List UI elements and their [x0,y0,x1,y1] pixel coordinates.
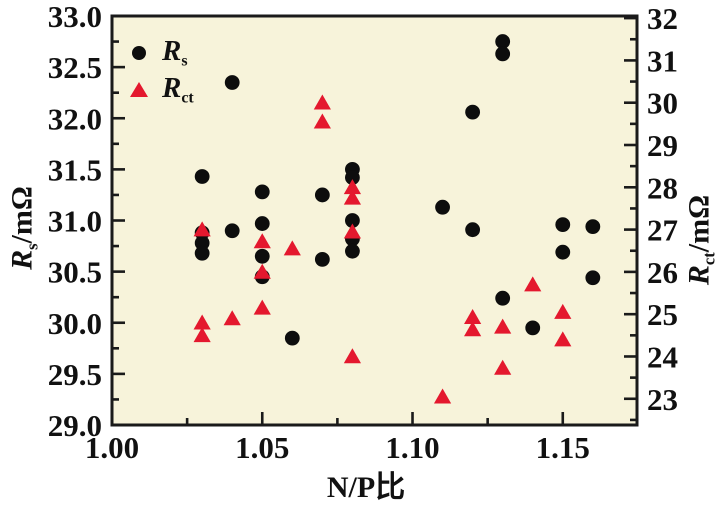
data-point-rct [343,179,362,195]
right-tick-label: 30 [647,86,678,121]
data-point-rs [585,219,601,235]
data-point-rs [465,222,481,238]
right-axis-symbol: R [682,265,716,286]
legend-label-rs: Rs [162,34,188,70]
data-point-rs [254,248,270,264]
data-point-rs [435,199,450,215]
right-tick-label: 28 [647,170,678,205]
data-point-rs [495,34,511,49]
data-point-rs [555,217,571,232]
data-point-rs [314,187,330,203]
left-tick-label: 29.0 [48,408,102,443]
data-point-rct [494,318,512,334]
data-point-rs [555,244,571,260]
data-point-rct [313,113,331,129]
data-point-rct [343,223,362,239]
left-axis-symbol: R [5,249,39,270]
data-point-rct [554,331,572,347]
right-tick-label: 25 [647,297,678,332]
right-tick-label: 27 [647,213,678,248]
data-point-rs [525,320,541,336]
data-point-rct [343,189,362,205]
right-tick-label: 23 [647,382,678,417]
data-point-rct [193,314,211,330]
data-point-rct [524,276,542,292]
left-axis-subscript: s [22,243,42,250]
data-point-rs [345,243,360,259]
data-point-rs [495,290,511,306]
triangle-marker-icon [128,82,162,97]
left-tick-label: 30.5 [48,255,102,290]
left-tick-label: 29.5 [48,357,102,392]
left-tick-label: 32.5 [48,50,102,85]
data-point-rs [345,170,360,185]
left-tick-label: 32.0 [48,101,102,136]
x-axis-title: N/P比 [326,471,406,504]
plot-area [112,16,637,425]
left-tick-label: 31.0 [48,204,102,239]
left-tick-label: 31.5 [48,152,102,187]
right-tick-label: 32 [647,1,678,36]
circle-marker-icon [128,45,162,60]
data-point-rct [554,303,572,319]
left-axis-unit: /mΩ [5,186,39,244]
data-point-rs [224,223,240,239]
data-point-rs [224,75,240,90]
data-point-rct [253,233,271,249]
x-tick-label: 1.10 [385,430,439,465]
data-point-rs [284,330,300,346]
data-point-rct [283,240,301,256]
data-point-rs [585,270,601,286]
data-point-rs [495,46,511,62]
right-tick-label: 29 [647,128,678,163]
data-point-rs [314,251,330,267]
right-axis-subscript: ct [699,252,719,266]
right-tick-label: 26 [647,255,678,290]
data-point-rct [343,348,362,364]
left-tick-label: 33.0 [48,0,102,34]
legend-item-rct: Rct [128,71,194,108]
plot-frame [110,14,639,427]
data-point-rs [194,245,210,261]
x-tick-label: 1.05 [235,430,289,465]
x-tick-label: 1.15 [536,430,590,465]
data-point-rct [193,327,211,343]
data-point-rs [465,104,481,120]
right-tick-label: 24 [647,339,678,374]
legend-label-rct: Rct [162,71,194,107]
data-point-rct [494,359,512,375]
data-point-rct [433,388,452,404]
data-point-rs [194,169,210,184]
data-point-rs [254,216,270,231]
right-tick-label: 31 [647,43,678,78]
data-point-rct [253,263,271,279]
data-point-rct [464,308,482,324]
left-axis-title: Rs/mΩ [6,186,43,270]
data-point-rct [464,321,482,337]
data-point-rs [254,184,270,200]
right-axis-unit: /mΩ [682,194,716,253]
x-tick-label: 1.00 [85,430,139,465]
legend-item-rs: Rs [128,34,194,71]
legend: Rs Rct [128,34,194,108]
data-point-rct [223,310,241,326]
data-point-rct [313,94,331,110]
data-point-rs [194,235,210,251]
left-tick-label: 30.0 [48,306,102,341]
right-axis-title: Rct/mΩ [683,195,720,285]
data-point-rs [345,213,360,228]
data-point-rct [253,299,271,315]
data-point-rct [193,221,211,237]
